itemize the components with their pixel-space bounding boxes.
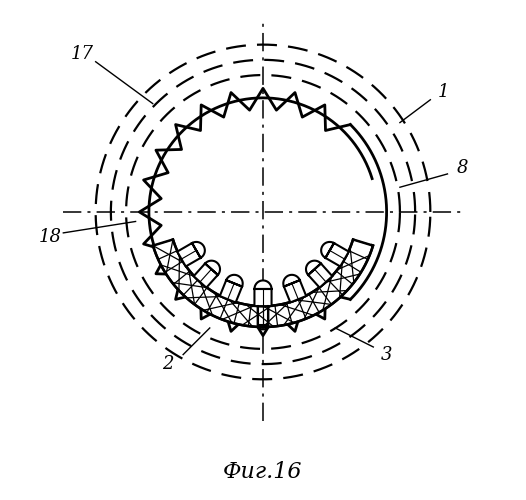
Polygon shape: [284, 275, 306, 302]
Text: 2: 2: [162, 355, 174, 373]
Text: 17: 17: [71, 45, 94, 63]
Text: 3: 3: [381, 346, 392, 364]
Text: 1: 1: [438, 83, 449, 101]
Polygon shape: [255, 280, 271, 306]
Polygon shape: [321, 242, 349, 266]
Text: Фиг.16: Фиг.16: [223, 462, 303, 483]
Polygon shape: [153, 240, 373, 327]
Polygon shape: [177, 242, 205, 266]
Text: 18: 18: [38, 228, 62, 246]
Text: 8: 8: [457, 159, 469, 177]
Polygon shape: [220, 275, 242, 302]
Polygon shape: [306, 260, 332, 287]
Polygon shape: [194, 260, 220, 287]
